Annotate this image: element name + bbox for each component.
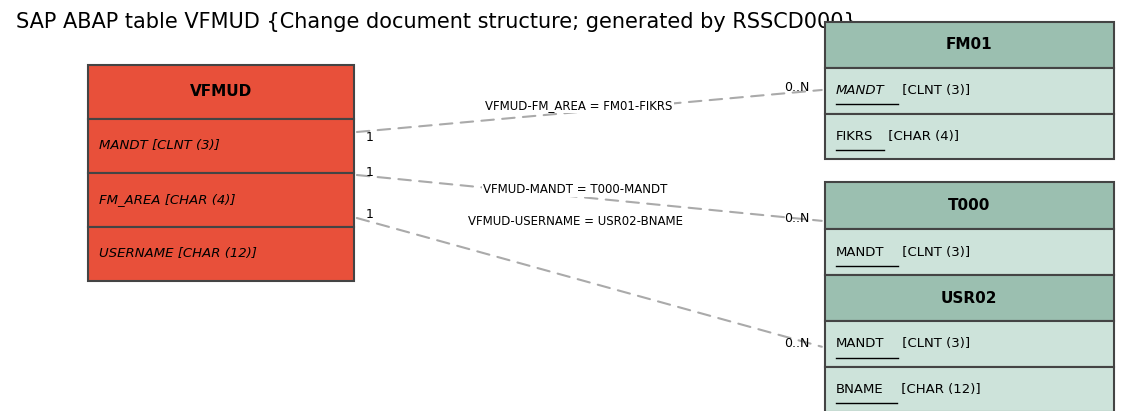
Text: USR02: USR02 xyxy=(941,291,998,306)
Text: 0..N: 0..N xyxy=(785,212,810,225)
Bar xyxy=(88,119,354,173)
Bar xyxy=(88,227,354,281)
Bar xyxy=(825,182,1114,229)
Text: 0..N: 0..N xyxy=(785,81,810,94)
Bar xyxy=(825,229,1114,275)
Text: VFMUD-FM_AREA = FM01-FIKRS: VFMUD-FM_AREA = FM01-FIKRS xyxy=(485,99,672,112)
Bar xyxy=(825,321,1114,367)
Text: SAP ABAP table VFMUD {Change document structure; generated by RSSCD000}: SAP ABAP table VFMUD {Change document st… xyxy=(16,12,858,32)
Text: FM01: FM01 xyxy=(945,37,992,53)
Bar xyxy=(825,68,1114,113)
Text: USERNAME [CHAR (12)]: USERNAME [CHAR (12)] xyxy=(99,247,257,261)
Bar xyxy=(88,173,354,227)
Text: [CLNT (3)]: [CLNT (3)] xyxy=(899,245,970,259)
Text: FIKRS: FIKRS xyxy=(836,130,874,143)
Text: MANDT: MANDT xyxy=(836,84,885,97)
Text: [CLNT (3)]: [CLNT (3)] xyxy=(899,337,970,350)
Text: BNAME: BNAME xyxy=(836,383,884,396)
Text: T000: T000 xyxy=(948,198,990,213)
Bar xyxy=(825,367,1114,411)
Text: [CHAR (12)]: [CHAR (12)] xyxy=(898,383,981,396)
Bar xyxy=(825,275,1114,321)
Bar xyxy=(825,113,1114,159)
Text: VFMUD-MANDT = T000-MANDT: VFMUD-MANDT = T000-MANDT xyxy=(483,182,667,196)
Text: VFMUD-USERNAME = USR02-BNAME: VFMUD-USERNAME = USR02-BNAME xyxy=(468,215,682,228)
Bar xyxy=(825,22,1114,68)
Text: [CHAR (4)]: [CHAR (4)] xyxy=(884,130,959,143)
Text: [CLNT (3)]: [CLNT (3)] xyxy=(899,84,970,97)
Text: 1: 1 xyxy=(366,131,374,144)
Text: MANDT: MANDT xyxy=(836,245,884,259)
Text: FM_AREA [CHAR (4)]: FM_AREA [CHAR (4)] xyxy=(99,193,236,206)
Text: MANDT: MANDT xyxy=(836,337,884,350)
Bar xyxy=(88,65,354,119)
Text: 1: 1 xyxy=(366,166,374,178)
Text: 1: 1 xyxy=(366,208,374,221)
Text: 0..N: 0..N xyxy=(785,337,810,350)
Text: MANDT [CLNT (3)]: MANDT [CLNT (3)] xyxy=(99,139,220,152)
Text: VFMUD: VFMUD xyxy=(190,84,252,99)
